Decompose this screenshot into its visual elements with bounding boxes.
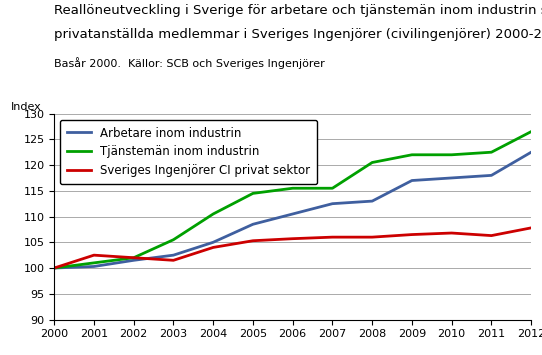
Tjänstemän inom industrin [409, 153, 415, 157]
Tjänstemän inom industrin [329, 186, 335, 190]
Arbetare inom industrin [448, 176, 455, 180]
Sveriges Ingenjörer CI privat sektor [369, 235, 376, 239]
Arbetare inom industrin [528, 150, 534, 154]
Arbetare inom industrin [210, 240, 216, 245]
Tjänstemän inom industrin [488, 150, 495, 154]
Sveriges Ingenjörer CI privat sektor [448, 231, 455, 235]
Tjänstemän inom industrin [528, 130, 534, 134]
Text: Basår 2000.  Källor: SCB och Sveriges Ingenjörer: Basår 2000. Källor: SCB och Sveriges Ing… [54, 57, 325, 69]
Line: Arbetare inom industrin: Arbetare inom industrin [54, 152, 531, 268]
Tjänstemän inom industrin [210, 212, 216, 216]
Arbetare inom industrin [51, 266, 57, 270]
Text: Reallöneutveckling i Sverige för arbetare och tjänstemän inom industrin samt för: Reallöneutveckling i Sverige för arbetar… [54, 4, 542, 17]
Tjänstemän inom industrin [51, 266, 57, 270]
Sveriges Ingenjörer CI privat sektor [91, 253, 97, 257]
Sveriges Ingenjörer CI privat sektor [131, 256, 137, 260]
Arbetare inom industrin [91, 264, 97, 269]
Arbetare inom industrin [409, 178, 415, 182]
Sveriges Ingenjörer CI privat sektor [488, 234, 495, 238]
Tjänstemän inom industrin [289, 186, 296, 190]
Arbetare inom industrin [131, 258, 137, 262]
Sveriges Ingenjörer CI privat sektor [329, 235, 335, 239]
Legend: Arbetare inom industrin, Tjänstemän inom industrin, Sveriges Ingenjörer CI priva: Arbetare inom industrin, Tjänstemän inom… [60, 120, 318, 185]
Arbetare inom industrin [250, 222, 256, 226]
Tjänstemän inom industrin [250, 191, 256, 196]
Tjänstemän inom industrin [369, 160, 376, 165]
Tjänstemän inom industrin [91, 261, 97, 265]
Arbetare inom industrin [488, 173, 495, 178]
Sveriges Ingenjörer CI privat sektor [210, 245, 216, 250]
Sveriges Ingenjörer CI privat sektor [409, 233, 415, 237]
Tjänstemän inom industrin [170, 237, 177, 242]
Sveriges Ingenjörer CI privat sektor [250, 239, 256, 243]
Arbetare inom industrin [369, 199, 376, 203]
Arbetare inom industrin [170, 253, 177, 257]
Tjänstemän inom industrin [131, 256, 137, 260]
Text: Index: Index [11, 102, 42, 111]
Sveriges Ingenjörer CI privat sektor [528, 226, 534, 230]
Line: Sveriges Ingenjörer CI privat sektor: Sveriges Ingenjörer CI privat sektor [54, 228, 531, 268]
Text: privatanställda medlemmar i Sveriges Ingenjörer (civilingenjörer) 2000-2012: privatanställda medlemmar i Sveriges Ing… [54, 28, 542, 42]
Arbetare inom industrin [289, 212, 296, 216]
Sveriges Ingenjörer CI privat sektor [51, 266, 57, 270]
Line: Tjänstemän inom industrin: Tjänstemän inom industrin [54, 132, 531, 268]
Sveriges Ingenjörer CI privat sektor [170, 258, 177, 262]
Sveriges Ingenjörer CI privat sektor [289, 236, 296, 241]
Tjänstemän inom industrin [448, 153, 455, 157]
Arbetare inom industrin [329, 202, 335, 206]
